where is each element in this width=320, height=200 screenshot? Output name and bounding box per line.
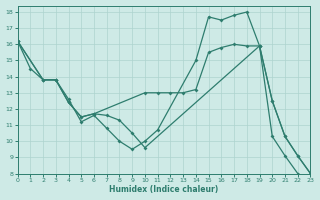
X-axis label: Humidex (Indice chaleur): Humidex (Indice chaleur) — [109, 185, 219, 194]
